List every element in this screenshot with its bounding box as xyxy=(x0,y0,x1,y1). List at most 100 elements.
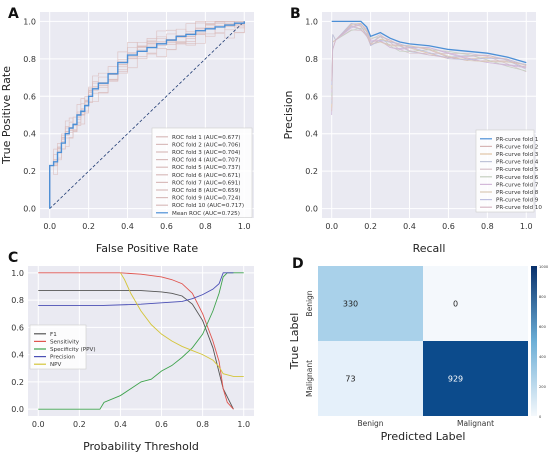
y-tick-label: 0.6 xyxy=(23,92,36,101)
panel-label-a: A xyxy=(8,6,19,22)
x-tick-label: 0.2 xyxy=(82,222,95,231)
legend-entry: PR-curve fold 4 xyxy=(496,160,539,166)
panel-label-c: C xyxy=(8,250,18,266)
legend-entry: PR-curve fold 2 xyxy=(496,144,538,150)
colorbar-tick-label: 0 xyxy=(539,415,542,419)
legend-entry: PR-curve fold 3 xyxy=(496,152,539,158)
y-tick-label: 0.8 xyxy=(305,55,318,64)
legend-box xyxy=(475,129,535,213)
colorbar-tick-label: 400 xyxy=(539,355,547,359)
y-tick-label: 0.0 xyxy=(11,405,24,414)
legend-entry: ROC fold 10 (AUC=0.717) xyxy=(172,203,244,209)
legend-entry: F1 xyxy=(50,332,57,338)
confusion-cell xyxy=(318,266,423,341)
y-tick-label: 0.8 xyxy=(23,55,36,64)
pr-fold-curve xyxy=(331,22,527,89)
legend-entry: ROC fold 5 (AUC=0.737) xyxy=(172,165,240,171)
x-tick-label: 0.8 xyxy=(481,222,494,231)
x-tick-label: 0.0 xyxy=(325,222,338,231)
legend-entry: PR-curve fold 5 xyxy=(496,167,539,173)
legend-entry: ROC fold 3 (AUC=0.704) xyxy=(172,150,240,156)
roc-fold-curve xyxy=(49,22,245,209)
threshold-x-axis-label: Probability Threshold xyxy=(83,440,199,453)
y-tick-label: 1.0 xyxy=(11,269,24,278)
y-tick-label: 0.8 xyxy=(11,296,24,305)
x-tick-label: 1.0 xyxy=(238,222,251,231)
confusion-matrix-labels: Benign Malignant Benign Malignant xyxy=(305,290,494,428)
x-tick-label: 0.6 xyxy=(442,222,455,231)
roc-ticks: 0.0 0.2 0.4 0.6 0.8 1.0 0.0 0.2 0.4 0.6 0.8 1.0 xyxy=(23,17,250,231)
y-tick-label: 0.4 xyxy=(305,130,318,139)
y-tick-label: 0.2 xyxy=(11,378,24,387)
panel-label-b: B xyxy=(290,6,301,22)
x-tick-label: 0.4 xyxy=(403,222,416,231)
legend-entry: ROC fold 7 (AUC=0.691) xyxy=(172,180,240,186)
x-tick-label: 0.4 xyxy=(114,420,127,429)
legend-entry: NPV xyxy=(50,362,62,368)
legend-entry: Mean ROC (AUC=0.725) xyxy=(172,211,240,217)
legend-box xyxy=(151,127,253,218)
roc-legend: ROC fold 1 (AUC=0.677)ROC fold 2 (AUC=0.… xyxy=(151,127,253,218)
roc-lines xyxy=(49,21,245,209)
pr-lines xyxy=(331,20,527,116)
colorbar-tick-label: 600 xyxy=(539,325,547,329)
legend-entry: ROC fold 9 (AUC=0.724) xyxy=(172,196,240,202)
legend-entry: PR-curve fold 8 xyxy=(496,190,539,196)
x-tick-label: 0.2 xyxy=(73,420,86,429)
threshold-curve-npv xyxy=(120,272,244,377)
confusion-cell xyxy=(423,341,528,416)
threshold-panel: 0.0 0.2 0.4 0.6 0.8 1.0 0.0 0.2 0.4 0.6 0.8 1.0 Pro… xyxy=(11,266,254,453)
legend-entry: PR-curve fold 7 xyxy=(496,182,539,188)
confusion-matrix-cells: 330 0 73 929 xyxy=(318,266,528,416)
legend-entry: Specificity (PPV) xyxy=(50,347,96,353)
pr-ticks: 0.0 0.2 0.4 0.6 0.8 1.0 0.0 0.2 0.4 0.6 0.8 1.0 xyxy=(305,17,532,231)
x-tick-label: 0.8 xyxy=(199,222,212,231)
threshold-ticks: 0.0 0.2 0.4 0.6 0.8 1.0 0.0 0.2 0.4 0.6 0.8 1.0 xyxy=(11,269,250,429)
x-tick-label: 0.0 xyxy=(32,420,45,429)
confusion-x-axis-label: Predicted Label xyxy=(381,430,466,443)
confusion-cell xyxy=(318,341,423,416)
true-category-label: Malignant xyxy=(305,360,314,397)
roc-panel: 0.0 0.2 0.4 0.6 0.8 1.0 0.0 0.2 0.4 0.6 0.8 1.0 Fal… xyxy=(0,12,254,255)
colorbar-bar xyxy=(531,266,537,416)
y-tick-label: 0.6 xyxy=(11,323,24,332)
x-tick-label: 0.2 xyxy=(364,222,377,231)
confusion-cell-value: 0 xyxy=(453,300,458,309)
threshold-lines xyxy=(38,272,244,410)
y-tick-label: 0.0 xyxy=(305,205,318,214)
roc-chance-line xyxy=(49,21,245,209)
colorbar: 1000 800 600 400 200 0 xyxy=(531,265,549,419)
x-tick-label: 1.0 xyxy=(237,420,250,429)
y-tick-label: 0.0 xyxy=(23,205,36,214)
threshold-curve-precision xyxy=(38,272,234,306)
y-tick-label: 0.4 xyxy=(11,351,24,360)
x-tick-label: 0.6 xyxy=(160,222,173,231)
confusion-y-axis-label: True Label xyxy=(288,313,301,371)
predicted-category-label: Malignant xyxy=(457,419,494,428)
pr-y-axis-label: Precision xyxy=(282,90,295,139)
confusion-matrix-panel: 330 0 73 929 Benign Malignant Benign Malignant… xyxy=(288,265,549,443)
legend-entry: Sensitivity xyxy=(50,339,80,345)
y-tick-label: 0.2 xyxy=(305,167,318,176)
confusion-cell xyxy=(423,266,528,341)
x-tick-label: 0.6 xyxy=(155,420,168,429)
legend-entry: PR-curve fold 9 xyxy=(496,198,539,204)
predicted-category-label: Benign xyxy=(357,419,383,428)
legend-entry: PR-curve fold 1 xyxy=(496,137,539,143)
y-tick-label: 0.2 xyxy=(23,167,36,176)
colorbar-tick-label: 1000 xyxy=(539,265,549,269)
roc-x-axis-label: False Positive Rate xyxy=(96,242,198,255)
panel-label-d: D xyxy=(292,256,304,272)
y-tick-label: 1.0 xyxy=(305,17,318,26)
confusion-cell-value: 330 xyxy=(343,300,358,309)
legend-box xyxy=(29,324,87,370)
threshold-curve-specificity-ppv- xyxy=(38,272,244,410)
legend-entry: ROC fold 6 (AUC=0.671) xyxy=(172,173,240,179)
roc-y-axis-label: True Positive Rate xyxy=(0,66,13,165)
colorbar-tick-label: 200 xyxy=(539,385,547,389)
pr-panel: 0.0 0.2 0.4 0.6 0.8 1.0 0.0 0.2 0.4 0.6 0.8 1.0 Rec… xyxy=(282,12,542,255)
pr-x-axis-label: Recall xyxy=(413,242,446,255)
x-tick-label: 1.0 xyxy=(520,222,533,231)
